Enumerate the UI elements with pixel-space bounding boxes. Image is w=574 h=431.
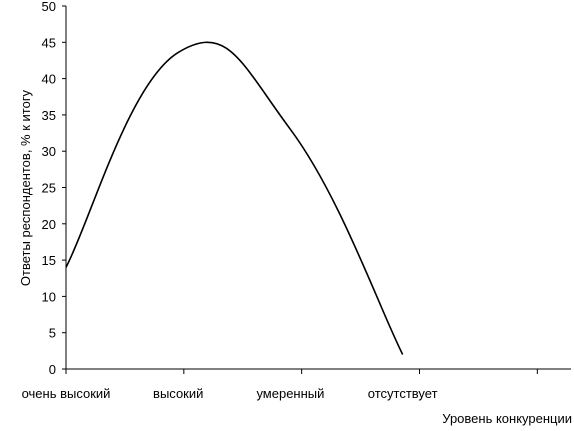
y-tick-label: 5 (49, 326, 56, 341)
y-tick-label: 0 (49, 362, 56, 377)
y-axis-title: Ответы респондентов, % к итогу (18, 89, 33, 286)
y-tick-label: 15 (42, 253, 56, 268)
y-tick-label: 45 (42, 35, 56, 50)
y-tick-label: 25 (42, 181, 56, 196)
y-tick-label: 20 (42, 217, 56, 232)
y-tick-label: 35 (42, 108, 56, 123)
y-axis-ticks: 0 5 10 15 20 25 30 35 40 45 50 (42, 0, 66, 377)
x-tick-label: отсутствует (368, 386, 438, 401)
x-axis-ticks: очень высокий высокий умеренный отсутствует (22, 369, 538, 401)
series-line (65, 41, 404, 355)
x-tick-label: высокий (153, 386, 203, 401)
y-tick-label: 40 (42, 72, 56, 87)
x-tick-label: умеренный (256, 386, 324, 401)
y-tick-label: 50 (42, 0, 56, 14)
y-tick-label: 30 (42, 144, 56, 159)
y-tick-label: 10 (42, 289, 56, 304)
x-tick-label: очень высокий (22, 386, 111, 401)
x-axis-title: Уровень конкуренции (442, 411, 572, 426)
